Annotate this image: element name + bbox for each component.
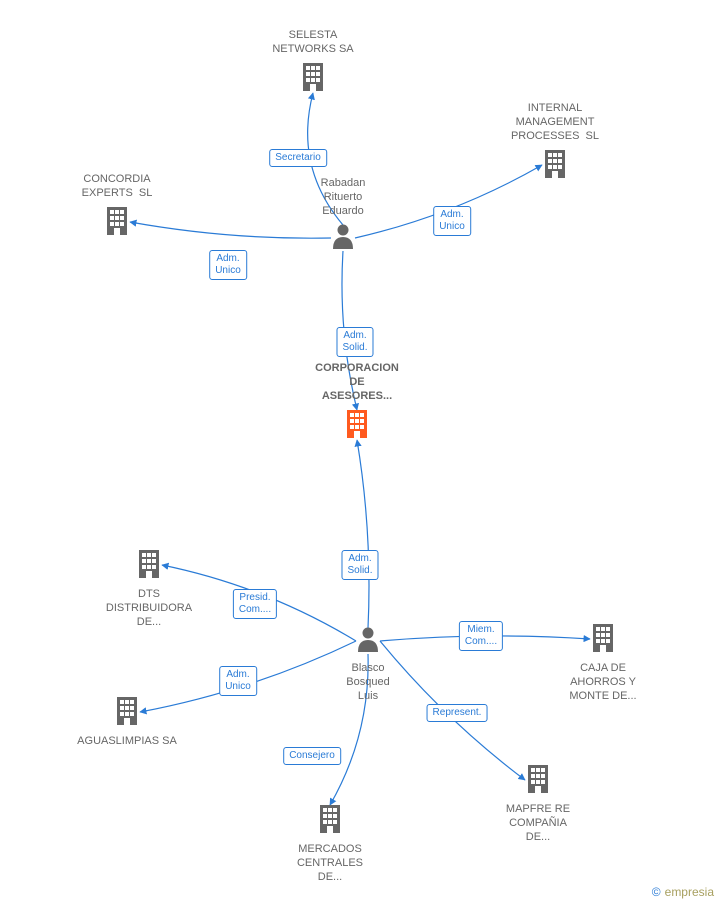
person-icon (308, 626, 428, 657)
node-label: INTERNAL MANAGEMENT PROCESSES SL (495, 101, 615, 144)
watermark-brand: empresia (665, 885, 714, 899)
node-label: CONCORDIA EXPERTS SL (57, 172, 177, 201)
person-node-blasco[interactable]: Blasco Bosqued Luis (308, 626, 428, 704)
building-icon (89, 548, 209, 583)
company-node-internal[interactable]: INTERNAL MANAGEMENT PROCESSES SL (495, 101, 615, 183)
building-icon (67, 695, 187, 730)
person-icon (283, 223, 403, 254)
edge-label: Presid. Com.... (233, 589, 277, 619)
building-icon (297, 408, 417, 443)
company-node-mercados[interactable]: MERCADOS CENTRALES DE... (270, 803, 390, 885)
edge-label: Adm. Unico (219, 666, 257, 696)
node-label: Rabadan Rituerto Eduardo (283, 176, 403, 219)
edge-label: Adm. Solid. (336, 327, 373, 357)
node-label: SELESTA NETWORKS SA (253, 28, 373, 57)
edge-label: Adm. Unico (209, 250, 247, 280)
edge-label: Miem. Com.... (459, 621, 503, 651)
edge-label: Consejero (283, 747, 341, 765)
edge-label: Adm. Unico (433, 206, 471, 236)
company-node-selesta[interactable]: SELESTA NETWORKS SA (253, 28, 373, 96)
building-icon (495, 148, 615, 183)
edge-label: Represent. (427, 704, 488, 722)
node-label: CORPORACION DE ASESORES... (297, 361, 417, 404)
person-node-rabadan[interactable]: Rabadan Rituerto Eduardo (283, 176, 403, 254)
node-label: DTS DISTRIBUIDORA DE... (89, 587, 209, 630)
company-node-aguas[interactable]: AGUASLIMPIAS SA (67, 695, 187, 748)
node-label: MERCADOS CENTRALES DE... (270, 842, 390, 885)
building-icon (270, 803, 390, 838)
edges-layer (0, 0, 728, 905)
company-node-caja[interactable]: CAJA DE AHORROS Y MONTE DE... (543, 622, 663, 704)
company-node-mapfre[interactable]: MAPFRE RE COMPAÑIA DE... (478, 763, 598, 845)
building-icon (478, 763, 598, 798)
node-label: CAJA DE AHORROS Y MONTE DE... (543, 661, 663, 704)
company-node-corp[interactable]: CORPORACION DE ASESORES... (297, 361, 417, 443)
building-icon (253, 61, 373, 96)
copyright-symbol: © (652, 885, 661, 899)
company-node-concordia[interactable]: CONCORDIA EXPERTS SL (57, 172, 177, 240)
building-icon (57, 205, 177, 240)
building-icon (543, 622, 663, 657)
node-label: AGUASLIMPIAS SA (67, 734, 187, 748)
watermark: © empresia (652, 885, 714, 899)
node-label: Blasco Bosqued Luis (308, 661, 428, 704)
edge-label: Secretario (269, 149, 327, 167)
edge (357, 440, 369, 628)
edge-label: Adm. Solid. (341, 550, 378, 580)
company-node-dts[interactable]: DTS DISTRIBUIDORA DE... (89, 548, 209, 630)
node-label: MAPFRE RE COMPAÑIA DE... (478, 802, 598, 845)
